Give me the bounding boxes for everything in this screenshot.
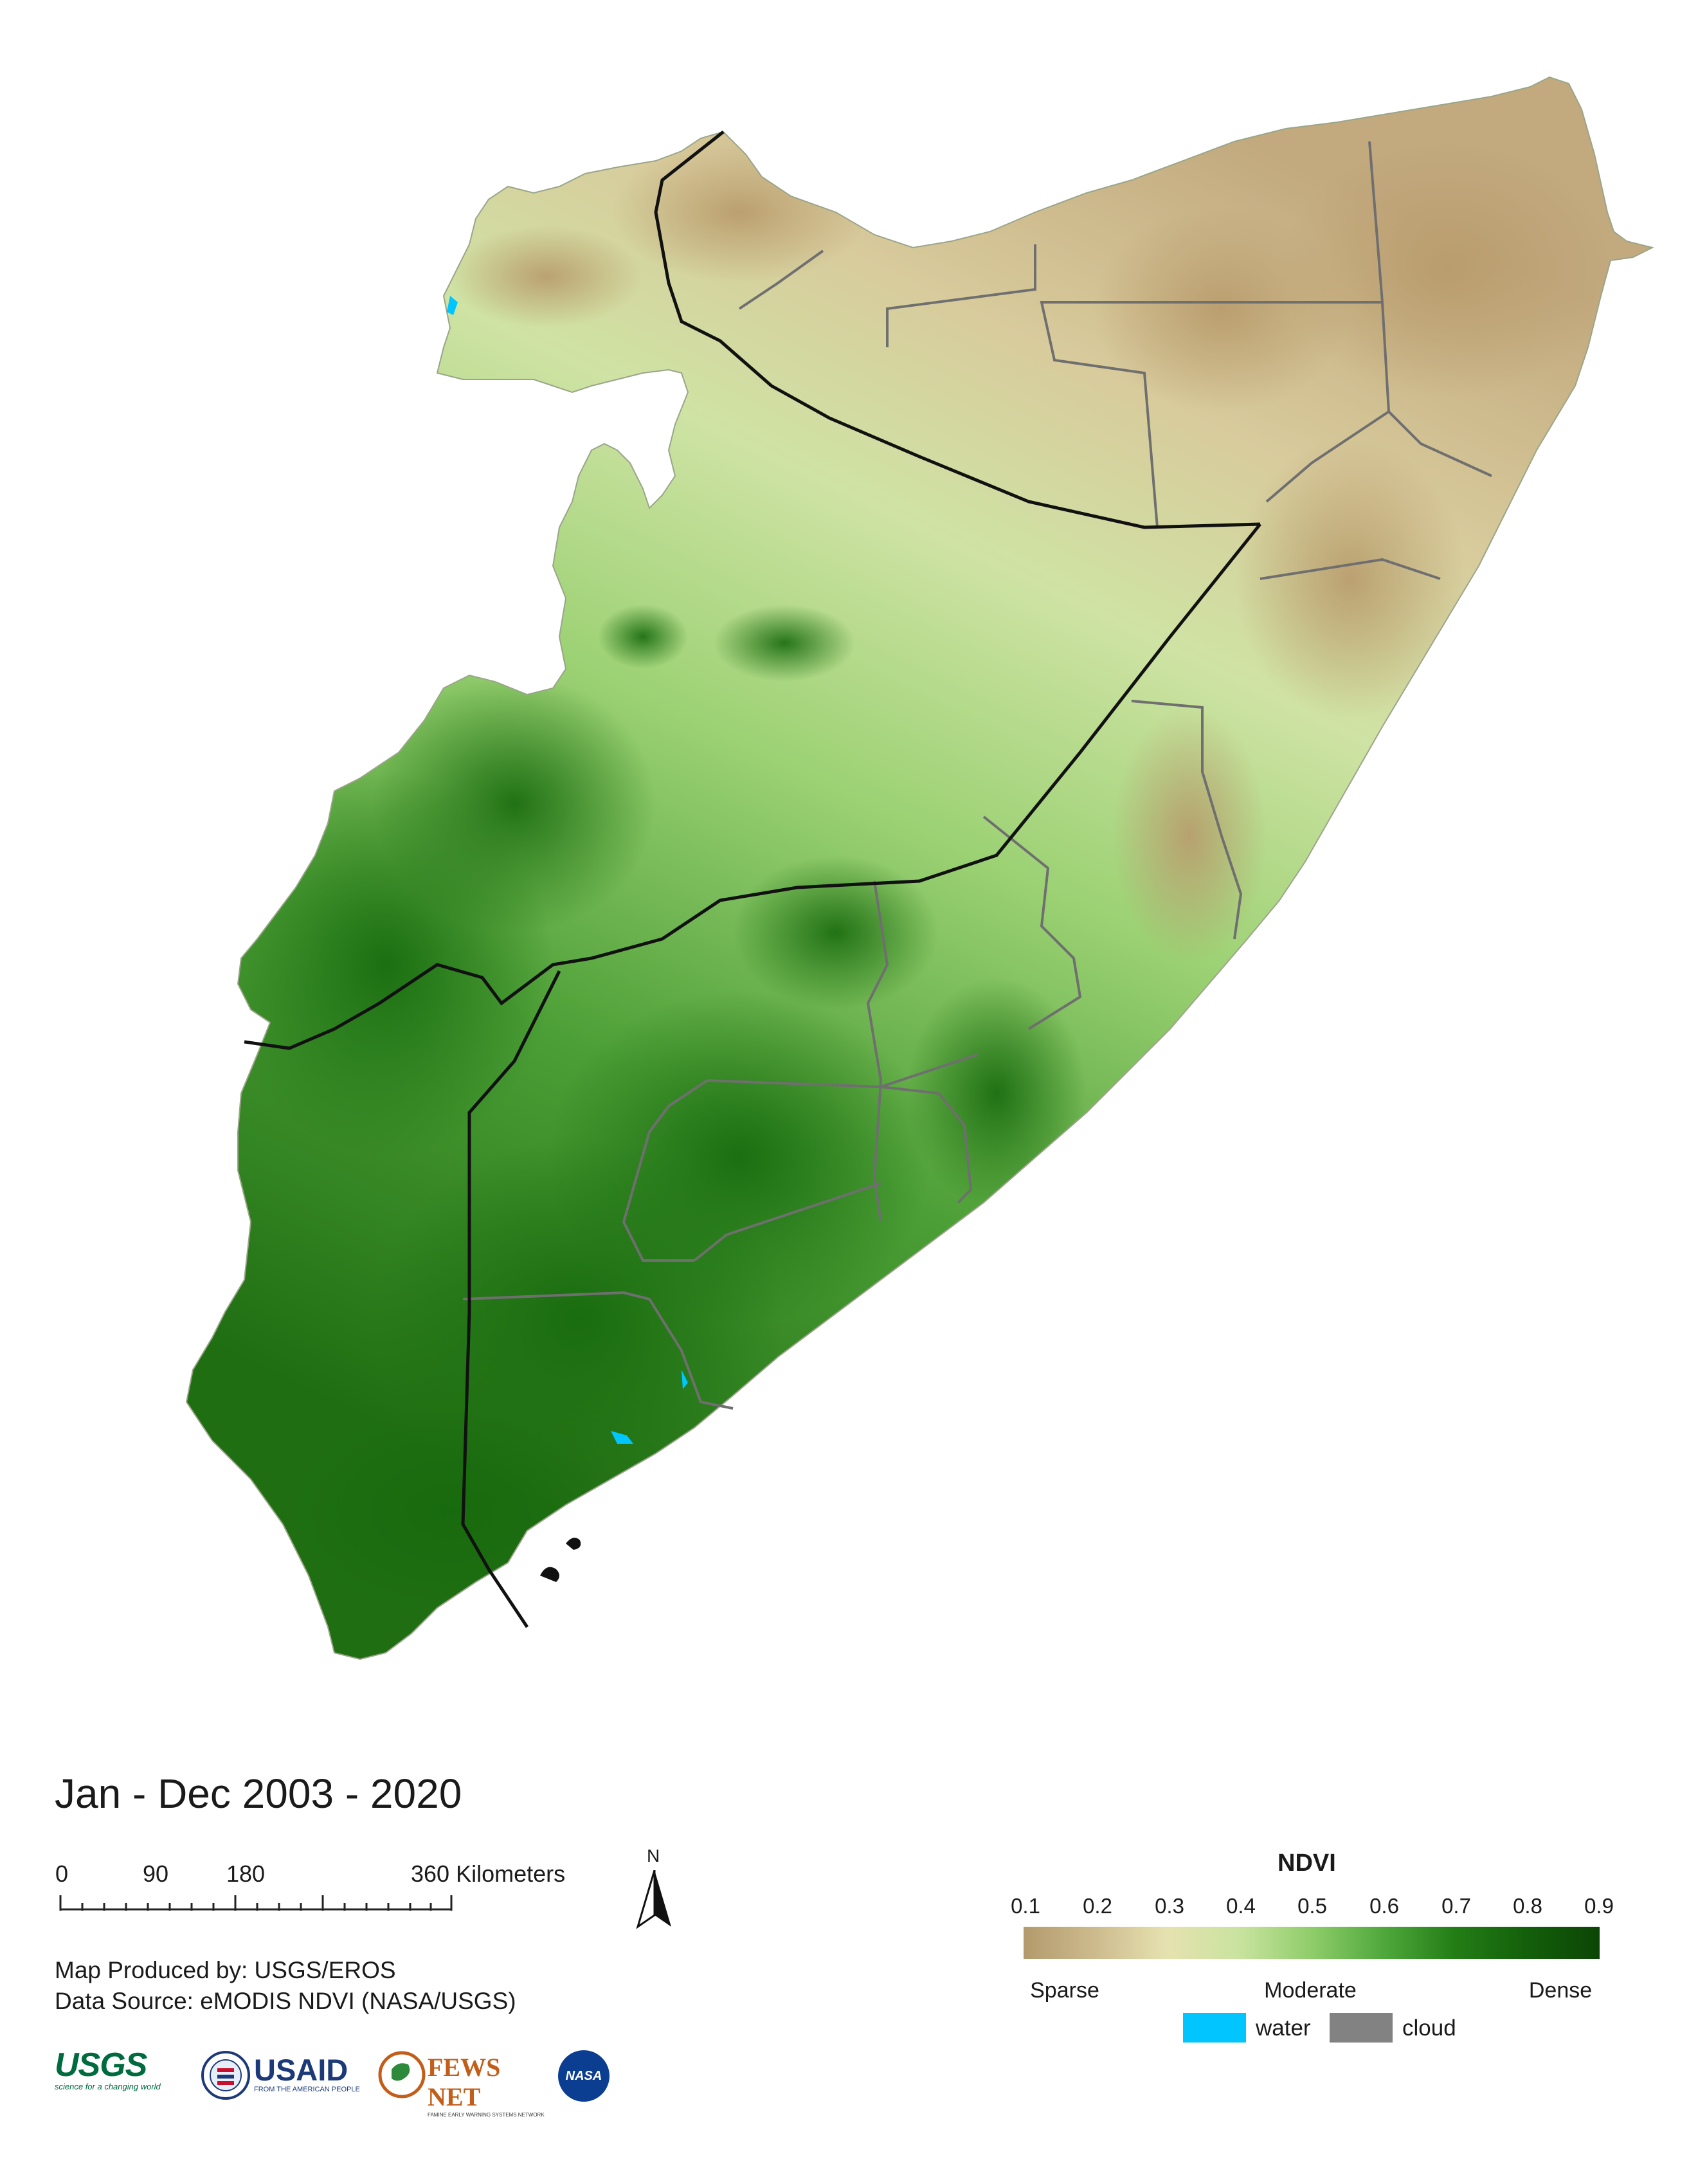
north-arrow-icon [636, 1870, 671, 1929]
water-swatch [1183, 2013, 1246, 2043]
fewsnet-globe-icon [378, 2051, 426, 2098]
credit-producer: Map Produced by: USGS/EROS [55, 1957, 396, 1983]
usaid-seal-icon [201, 2051, 250, 2100]
scale-bar-ticks [59, 1895, 453, 1911]
legend-tick: 0.8 [1513, 1894, 1542, 1918]
legend-tick: 0.5 [1297, 1894, 1327, 1918]
legend-title: NDVI [1278, 1850, 1336, 1877]
usaid-logo: USAID FROM THE AMERICAN PEOPLE [254, 2055, 373, 2100]
fewsnet-logo: FEWS NET FAMINE EARLY WARNING SYSTEMS NE… [428, 2053, 546, 2118]
water-bodies [447, 296, 688, 1444]
legend-class-sparse: Sparse [1030, 1978, 1099, 2003]
map-title: Jan - Dec 2003 - 2020 [55, 1770, 462, 1817]
legend-tick: 0.6 [1369, 1894, 1399, 1918]
legend-tick: 0.4 [1226, 1894, 1256, 1918]
legend-tick: 0.9 [1584, 1894, 1614, 1918]
scale-label-360: 360 Kilometers [411, 1861, 566, 1887]
fewsnet-logo-tagline: FAMINE EARLY WARNING SYSTEMS NETWORK [428, 2112, 545, 2118]
north-arrow: N [635, 1846, 674, 1929]
coastal-islands [540, 1538, 581, 1582]
nasa-logo: NASA [558, 2050, 610, 2102]
legend-tick: 0.2 [1083, 1894, 1112, 1918]
legend-tick: 0.3 [1155, 1894, 1184, 1918]
ndvi-map [186, 77, 1653, 1660]
usgs-logo-text: USGS [55, 2046, 147, 2084]
landmass [186, 77, 1653, 1660]
scale-label-0: 0 [55, 1861, 69, 1887]
ndvi-color-ramp [1024, 1927, 1600, 1959]
scale-label-90: 90 [143, 1861, 169, 1887]
fewsnet-logo-text: FEWS NET [428, 2053, 501, 2111]
legend-class-dense: Dense [1528, 1978, 1593, 2003]
usgs-logo: USGS science for a changing world [55, 2048, 193, 2100]
nasa-logo-text: NASA [565, 2069, 602, 2083]
legend-tick: 0.7 [1441, 1894, 1471, 1918]
cloud-swatch [1330, 2013, 1393, 2043]
usaid-logo-text: USAID [254, 2053, 348, 2087]
water-label: water [1256, 2016, 1311, 2041]
credit-data-source: Data Source: eMODIS NDVI (NASA/USGS) [55, 1988, 516, 2014]
usgs-logo-tagline: science for a changing world [55, 2082, 161, 2091]
scale-label-180: 180 [226, 1861, 266, 1887]
legend-class-moderate: Moderate [1264, 1978, 1357, 2003]
usaid-logo-tagline: FROM THE AMERICAN PEOPLE [254, 2086, 360, 2093]
north-label: N [647, 1846, 660, 1866]
zone-boundaries [244, 131, 1261, 1628]
cloud-label: cloud [1402, 2016, 1456, 2041]
legend-tick: 0.1 [1011, 1894, 1040, 1918]
regional-boundaries [462, 141, 1492, 1410]
